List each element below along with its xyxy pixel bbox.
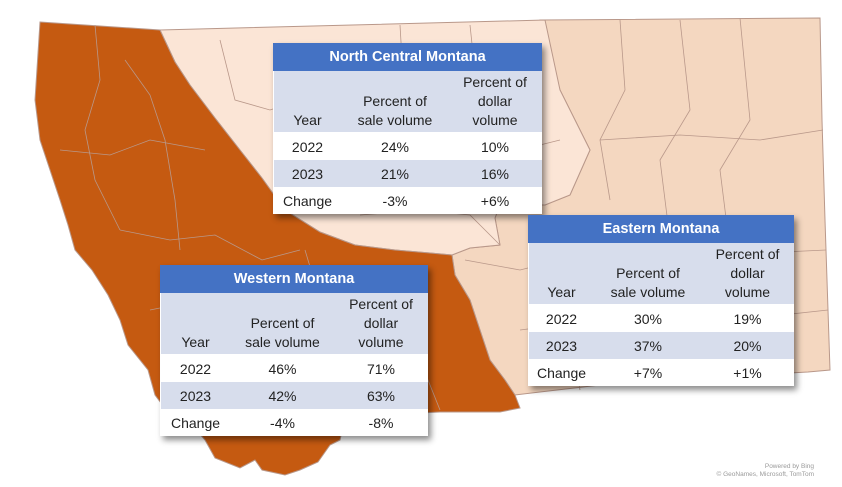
table-row: Change -4% -8% — [160, 409, 428, 436]
dollar-volume-cell: 19% — [701, 304, 794, 332]
dollar-volume-cell: 16% — [448, 160, 542, 187]
western-table: Western Montana Year Percent of sale volu… — [160, 265, 428, 436]
table-row: Change -3% +6% — [273, 187, 542, 214]
table-row: 2022 46% 71% — [160, 354, 428, 382]
year-cell: Change — [160, 409, 231, 436]
north-central-table: North Central Montana Year Percent of sal… — [273, 43, 542, 214]
dollar-volume-cell: 71% — [334, 354, 428, 382]
sale-volume-cell: -3% — [341, 187, 449, 214]
sale-volume-cell: 21% — [341, 160, 449, 187]
year-cell: 2023 — [273, 160, 342, 187]
column-header-sale-volume: Percent of sale volume — [230, 292, 335, 355]
dollar-volume-cell: 63% — [334, 382, 428, 409]
column-header-year: Year — [160, 292, 231, 355]
year-cell: 2023 — [528, 332, 595, 359]
table-row: 2022 30% 19% — [528, 304, 794, 332]
column-header-dollar-volume: Percent of dollar volume — [701, 242, 794, 305]
column-header-year: Year — [528, 242, 595, 305]
dollar-volume-cell: +1% — [701, 359, 794, 386]
eastern-table: Eastern Montana Year Percent of sale volu… — [528, 215, 794, 386]
column-header-sale-volume: Percent of sale volume — [594, 242, 702, 305]
column-header-sale-volume: Percent of sale volume — [341, 70, 449, 133]
sale-volume-cell: 42% — [230, 382, 335, 409]
sale-volume-cell: 46% — [230, 354, 335, 382]
sale-volume-cell: -4% — [230, 409, 335, 436]
sale-volume-cell: 24% — [341, 132, 449, 160]
table-title: North Central Montana — [273, 43, 542, 71]
sale-volume-cell: +7% — [594, 359, 702, 386]
table-title: Western Montana — [160, 265, 428, 293]
column-header-dollar-volume: Percent of dollar volume — [448, 70, 542, 133]
sale-volume-cell: 30% — [594, 304, 702, 332]
year-cell: 2023 — [160, 382, 231, 409]
dollar-volume-cell: -8% — [334, 409, 428, 436]
year-cell: 2022 — [273, 132, 342, 160]
year-cell: 2022 — [160, 354, 231, 382]
year-cell: 2022 — [528, 304, 595, 332]
dollar-volume-cell: 20% — [701, 332, 794, 359]
column-header-dollar-volume: Percent of dollar volume — [334, 292, 428, 355]
table-title: Eastern Montana — [528, 215, 794, 243]
attribution-line: © GeoNames, Microsoft, TomTom — [716, 471, 815, 478]
dollar-volume-cell: +6% — [448, 187, 542, 214]
attribution-line: Powered by Bing — [764, 463, 814, 470]
table-row: Change +7% +1% — [528, 359, 794, 386]
column-header-year: Year — [273, 70, 342, 133]
table-row: 2023 37% 20% — [528, 332, 794, 359]
table-row: 2022 24% 10% — [273, 132, 542, 160]
table-row: 2023 42% 63% — [160, 382, 428, 409]
dollar-volume-cell: 10% — [448, 132, 542, 160]
table-row: 2023 21% 16% — [273, 160, 542, 187]
year-cell: Change — [273, 187, 342, 214]
map-attribution: Powered by Bing © GeoNames, Microsoft, T… — [717, 463, 815, 479]
year-cell: Change — [528, 359, 595, 386]
sale-volume-cell: 37% — [594, 332, 702, 359]
